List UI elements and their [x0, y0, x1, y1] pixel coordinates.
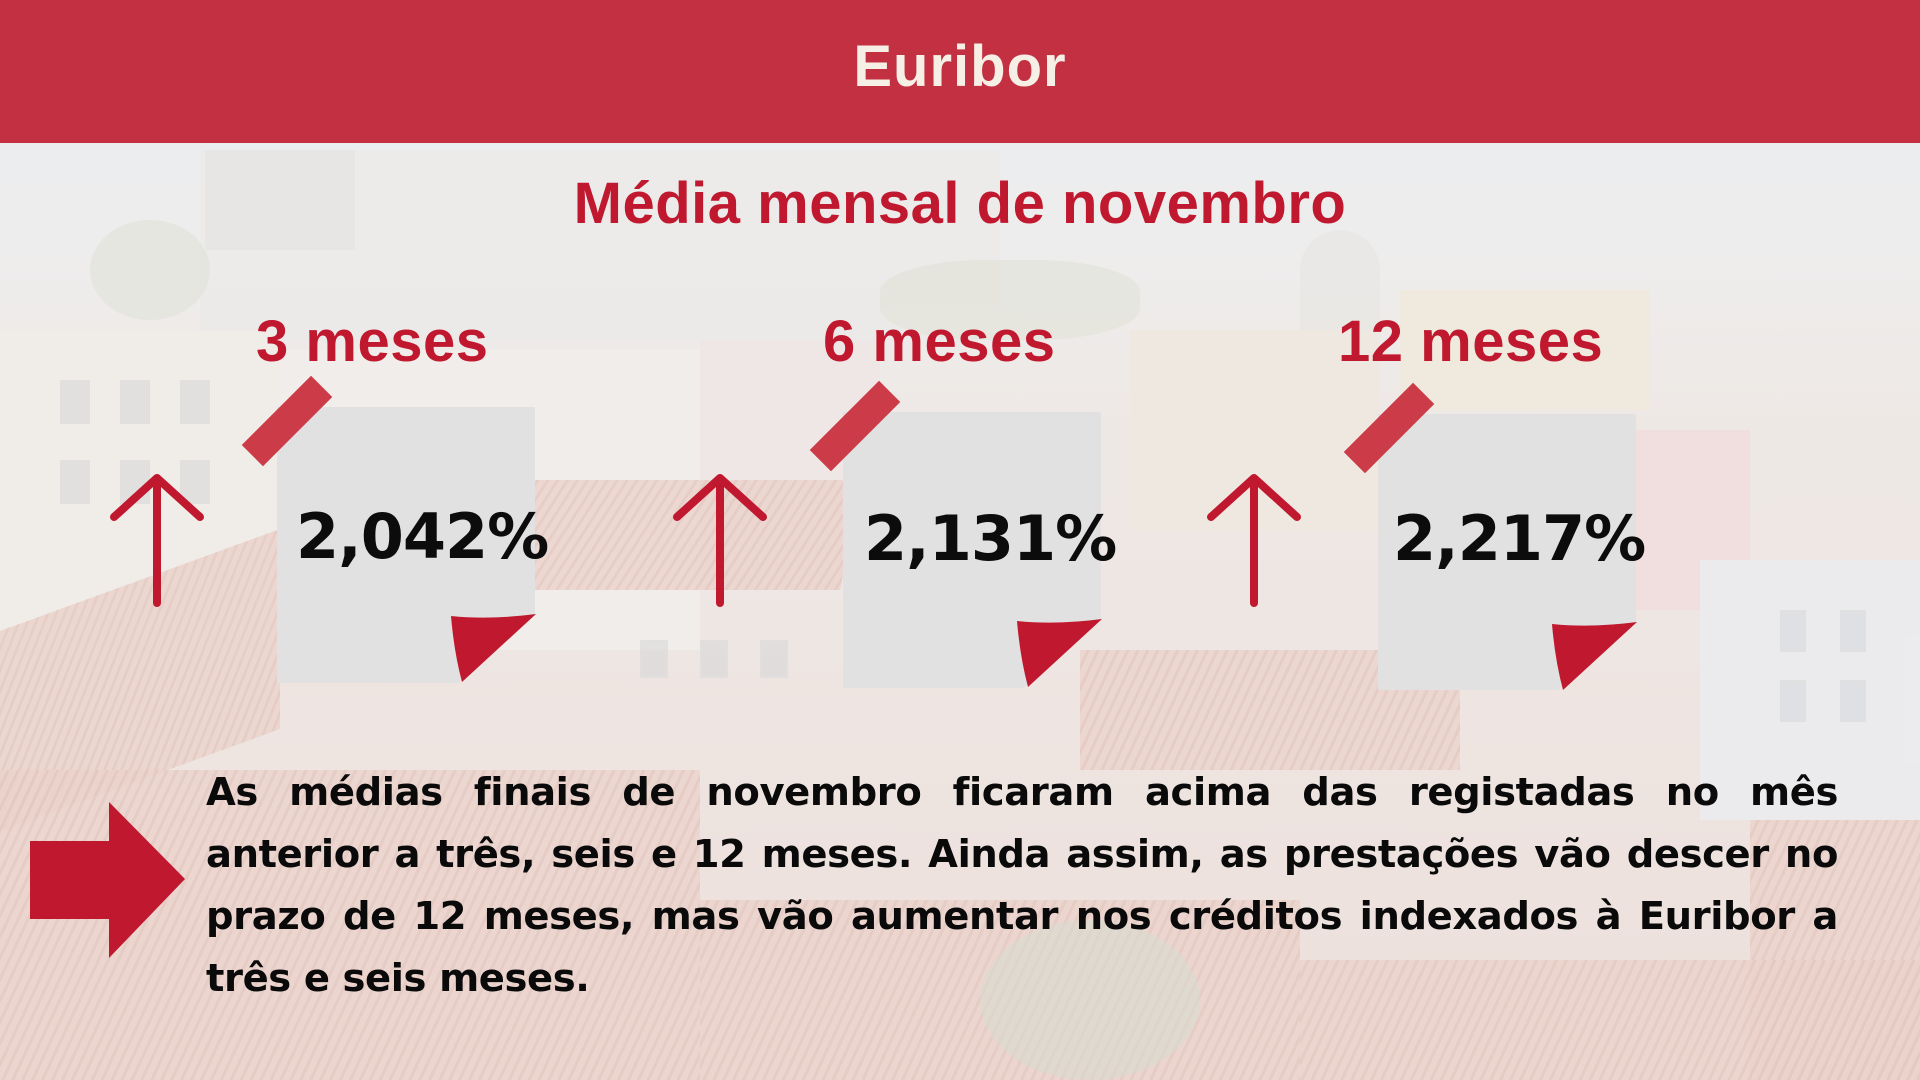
- header-bar: Euribor: [0, 0, 1920, 143]
- subtitle: Média mensal de novembro: [573, 171, 1347, 236]
- up-arrow-icon: [110, 474, 204, 607]
- page-curl-decoration: [1552, 622, 1637, 690]
- period-label-12m: 12 meses: [1338, 309, 1604, 374]
- page-curl-decoration: [451, 614, 536, 682]
- right-arrow-icon: [30, 802, 185, 958]
- rate-value-6m: 2,131%: [864, 502, 1117, 575]
- summary-text: As médias finais de novembro ficaram aci…: [206, 770, 1838, 1001]
- page-title: Euribor: [853, 34, 1067, 99]
- up-arrow-icon: [1207, 474, 1301, 607]
- page-curl-decoration: [1017, 619, 1102, 687]
- period-label-6m: 6 meses: [823, 309, 1056, 374]
- rate-value-3m: 2,042%: [296, 500, 549, 573]
- rate-value-12m: 2,217%: [1393, 502, 1646, 575]
- up-arrow-icon: [673, 474, 767, 607]
- period-label-3m: 3 meses: [256, 309, 489, 374]
